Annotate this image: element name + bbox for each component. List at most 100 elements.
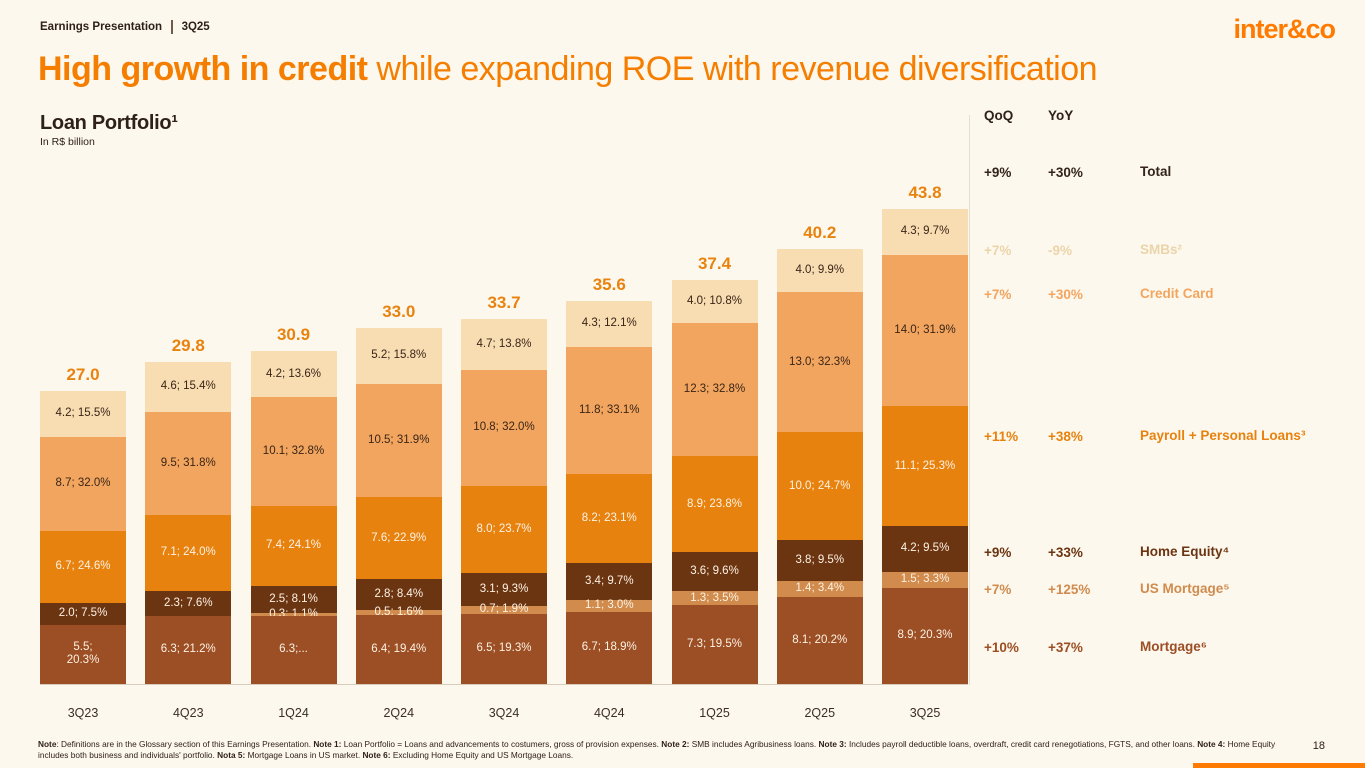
chart-right-axis-line [969, 115, 970, 685]
bar-segment-mortgage: 6.5; 19.3% [461, 613, 547, 684]
chart-baseline [40, 684, 968, 685]
chart-title-block: Loan Portfolio¹ In R$ billion [40, 112, 178, 148]
bar-segment-home-equity: 2.8; 8.4% [355, 579, 442, 610]
growth-row-credit-card: +7% +30% Credit Card [984, 286, 1356, 302]
yoy-value: +38% [1048, 428, 1083, 444]
bar-segment-credit-card: 10.1; 32.8% [250, 396, 337, 506]
bar-segment-payroll-personal-loans: 10.0; 24.7% [776, 432, 863, 541]
bar-segment-mortgage: 6.3; 21.2% [145, 616, 232, 684]
yoy-value: -9% [1048, 242, 1073, 258]
growth-category-label: Total [1140, 164, 1172, 179]
bar-column-3Q23: 27.0 5.5; 20.3% 2.0; 7.5% 6.7; 24.6% 8.7; 32… [40, 365, 126, 684]
bar-segment-home-equity: 2.3; 7.6% [145, 591, 232, 616]
bar-chart: 27.0 5.5; 20.3% 2.0; 7.5% 6.7; 24.6% 8.7; 32… [40, 115, 970, 768]
bar-segment-smbs: 4.3; 9.7% [882, 208, 968, 256]
bar-total-label: 29.8 [171, 336, 205, 356]
qoq-value: +9% [984, 164, 1012, 180]
bar-column-3Q25: 43.8 8.9; 20.3% 1.5; 3.3% 4.2; 9.5% 11.1; 25… [882, 183, 968, 684]
bar-column-2Q25: 40.2 8.1; 20.2% 1.4; 3.4% 3.8; 9.5% 10.0; 24… [776, 222, 863, 684]
bar-column-1Q25: 37.4 7.3; 19.5% 1.3; 3.5% 3.6; 9.6% 8.9; 23.… [671, 254, 758, 684]
bar-segment-mortgage: 6.3;... [250, 616, 337, 684]
bar-column-3Q24: 33.7 6.5; 19.3% 0.7; 1.9% 3.1; 9.3% 8.0; 23.… [461, 293, 547, 684]
x-axis-label: 3Q23 [67, 706, 99, 720]
footnote-note-label: Note 2: [661, 738, 690, 749]
bar-total-label: 30.9 [276, 325, 311, 345]
footnote-note-label: Note 6: [362, 750, 391, 761]
qoq-value: +7% [984, 286, 1012, 302]
bar-segment-smbs: 4.6; 15.4% [145, 362, 232, 412]
bar-total-label: 40.2 [803, 222, 837, 242]
bar-segment-mortgage: 7.3; 19.5% [671, 605, 758, 684]
x-axis-label: 4Q23 [172, 706, 204, 720]
bar-segment-credit-card: 8.7; 32.0% [40, 436, 126, 531]
bar-segment-credit-card: 13.0; 32.3% [776, 292, 863, 433]
bar-segment-home-equity: 3.4; 9.7% [566, 563, 653, 600]
bar-segment-credit-card: 9.5; 31.8% [145, 411, 232, 515]
divider [171, 20, 173, 34]
bar-stack: 6.5; 19.3% 0.7; 1.9% 3.1; 9.3% 8.0; 23.7% 10… [461, 318, 547, 684]
bar-segment-smbs: 4.7; 13.8% [461, 318, 547, 370]
growth-row-payroll-personal-loans: +11% +38% Payroll + Personal Loans³ [984, 428, 1356, 444]
bar-stack: 6.3;... 0.3; 1.1% 2.5; 8.1% 7.4; 24.1% 10.1;… [250, 351, 337, 684]
bar-segment-mortgage: 5.5; 20.3% [40, 624, 126, 684]
quarter-label: 3Q25 [181, 21, 210, 33]
qoq-value: +7% [984, 581, 1012, 597]
bar-segment-us-mortgage: 1.3; 3.5% [671, 591, 758, 606]
bar-segment-mortgage: 6.4; 19.4% [355, 614, 442, 684]
bars-area: 27.0 5.5; 20.3% 2.0; 7.5% 6.7; 24.6% 8.7; 32… [40, 183, 968, 684]
bar-segment-us-mortgage: 0.7; 1.9% [461, 603, 547, 615]
bar-column-1Q24: 30.9 6.3;... 0.3; 1.1% 2.5; 8.1% 7.4; 24.1% 1… [250, 325, 337, 684]
bar-segment-payroll-personal-loans: 6.7; 24.6% [40, 530, 126, 604]
bar-total-label: 37.4 [697, 254, 732, 274]
bar-segment-credit-card: 10.5; 31.9% [355, 383, 442, 498]
qoq-value: +11% [984, 428, 1019, 444]
growth-row-home-equity: +9% +33% Home Equity⁴ [984, 544, 1356, 560]
bottom-accent-bar [1193, 763, 1365, 768]
growth-row-us-mortgage: +7% +125% US Mortgage⁵ [984, 581, 1356, 597]
bar-segment-home-equity: 3.6; 9.6% [671, 552, 758, 592]
x-axis-label: 1Q25 [699, 706, 730, 720]
footnote-text: Mortgage Loans in US market. [245, 750, 363, 761]
growth-row-smbs: +7% -9% SMBs² [984, 242, 1356, 258]
growth-category-label: SMBs² [1140, 242, 1183, 257]
page-title: High growth in credit while expanding RO… [38, 50, 1338, 89]
bar-stack: 8.9; 20.3% 1.5; 3.3% 4.2; 9.5% 11.1; 25.3% 1… [882, 208, 968, 684]
bar-segment-smbs: 4.3; 12.1% [566, 300, 653, 348]
bar-stack: 6.3; 21.2% 2.3; 7.6% 7.1; 24.0% 9.5; 31.8% 4… [145, 362, 232, 684]
footnote-text: Loan Portfolio = Loans and advancements … [341, 738, 662, 749]
footnote-note-label: Note 3: [818, 738, 847, 749]
bar-stack: 8.1; 20.2% 1.4; 3.4% 3.8; 9.5% 10.0; 24.7% 1… [776, 248, 863, 684]
yoy-value: +30% [1048, 164, 1083, 180]
interco-logo: inter&co [1233, 14, 1336, 44]
bar-stack: 6.4; 19.4% 0.5; 1.6% 2.8; 8.4% 7.6; 22.9% 10… [355, 327, 442, 684]
footnote-text: SMB includes Agribusiness loans. [689, 738, 819, 749]
x-axis-label: 2Q25 [804, 706, 836, 720]
bar-segment-home-equity: 4.2; 9.5% [882, 526, 968, 572]
footnote-note-label: Note 4: [1197, 738, 1226, 749]
qoq-value: +10% [984, 639, 1019, 655]
growth-category-label: Credit Card [1140, 286, 1214, 301]
qoq-header: QoQ [984, 108, 1014, 123]
footnote-note-label: Note [38, 738, 57, 749]
growth-row-total: +9% +30% Total [984, 164, 1356, 180]
bar-segment-smbs: 5.2; 15.8% [355, 327, 442, 384]
bar-segment-payroll-personal-loans: 7.4; 24.1% [250, 505, 337, 586]
bar-total-label: 33.7 [487, 292, 521, 312]
bar-segment-payroll-personal-loans: 8.9; 23.8% [671, 456, 758, 553]
bar-total-label: 43.8 [908, 182, 942, 202]
footnote-text: : Definitions are in the Glossary sectio… [56, 738, 314, 749]
bar-segment-mortgage: 6.7; 18.9% [566, 611, 653, 684]
growth-category-label: Payroll + Personal Loans³ [1140, 428, 1306, 443]
page-number: 18 [1312, 740, 1325, 752]
growth-category-label: Mortgage⁶ [1140, 639, 1207, 654]
x-axis-label: 3Q24 [488, 706, 520, 720]
footnote-note-label: Note 1: [313, 738, 342, 749]
breadcrumb: Earnings Presentation 3Q25 [40, 20, 210, 34]
bar-segment-payroll-personal-loans: 8.0; 23.7% [461, 486, 547, 573]
yoy-header: YoY [1048, 108, 1074, 123]
yoy-value: +125% [1048, 581, 1091, 597]
bar-segment-us-mortgage: 1.5; 3.3% [882, 571, 968, 588]
qoq-value: +7% [984, 242, 1012, 258]
title-rest-part: while expanding ROE with revenue diversi… [367, 50, 1098, 88]
chart-subtitle: In R$ billion [40, 136, 95, 148]
